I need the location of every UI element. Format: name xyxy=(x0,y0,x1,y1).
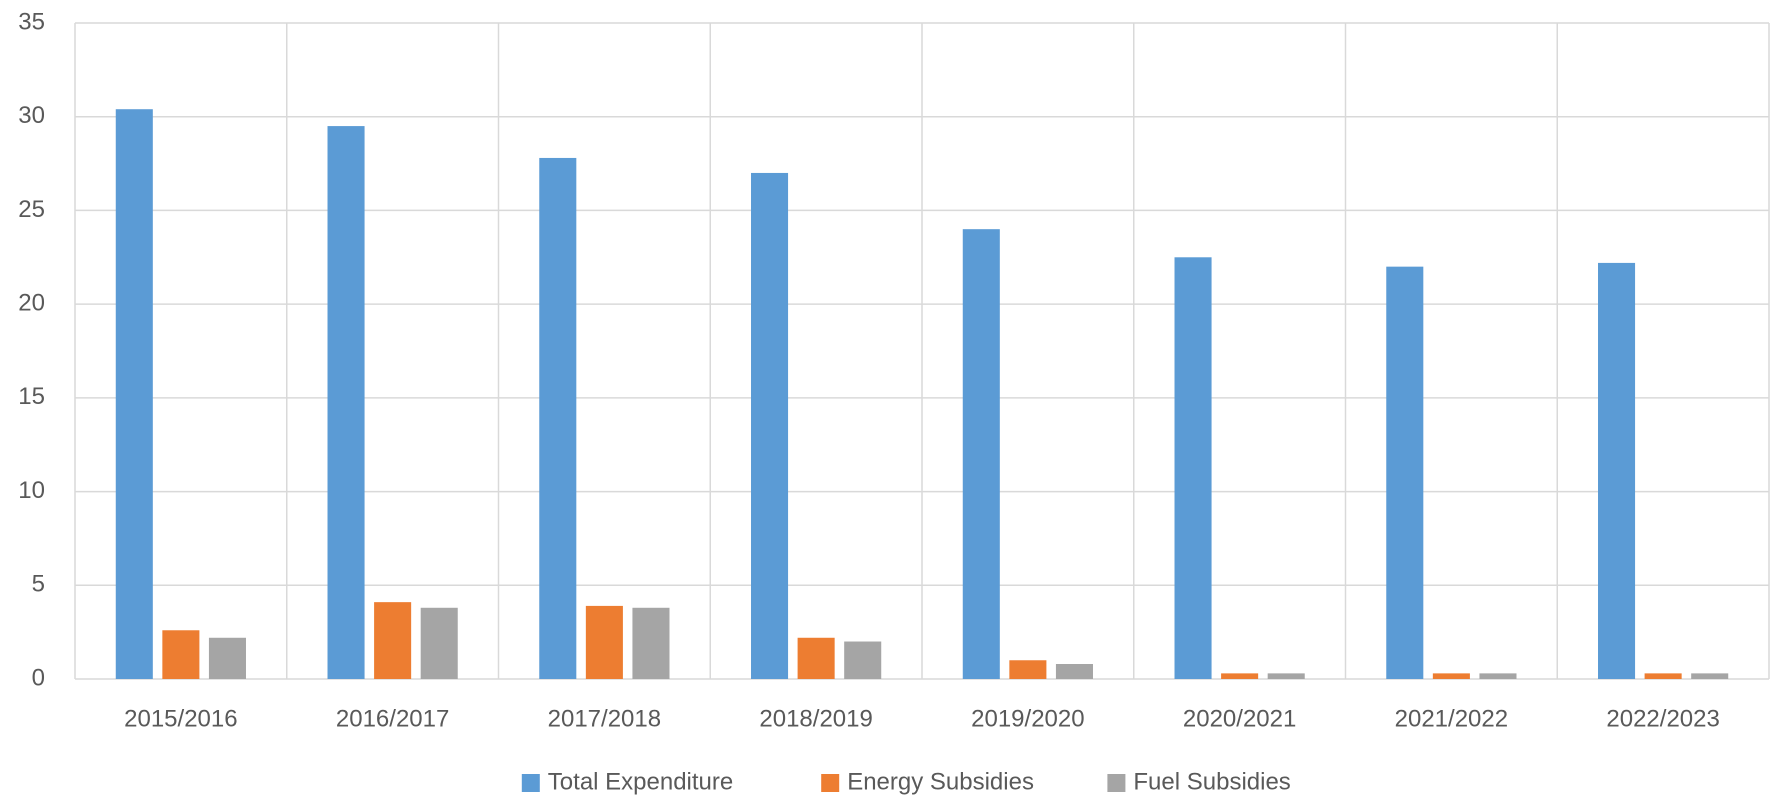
bar xyxy=(1479,673,1517,679)
legend-label: Total Expenditure xyxy=(548,768,733,795)
bar xyxy=(1691,673,1729,679)
bar xyxy=(539,157,577,679)
legend-swatch xyxy=(521,774,540,792)
x-tick-label: 2016/2017 xyxy=(336,705,449,732)
y-tick-label: 10 xyxy=(18,477,45,504)
bar xyxy=(632,607,670,679)
y-tick-label: 20 xyxy=(18,289,45,316)
bar xyxy=(208,637,246,679)
bar xyxy=(327,126,365,680)
bar xyxy=(1598,262,1636,679)
bar xyxy=(844,641,882,679)
bar xyxy=(374,602,412,679)
x-tick-label: 2017/2018 xyxy=(548,705,661,732)
legend-swatch xyxy=(1107,774,1126,792)
bar xyxy=(797,637,835,679)
y-tick-label: 35 xyxy=(18,8,45,35)
bar xyxy=(1174,257,1212,679)
bar xyxy=(751,172,789,679)
y-tick-label: 25 xyxy=(18,196,45,223)
bar xyxy=(420,607,458,679)
x-tick-label: 2018/2019 xyxy=(759,705,872,732)
legend-label: Fuel Subsidies xyxy=(1133,768,1290,795)
x-tick-label: 2022/2023 xyxy=(1606,705,1719,732)
bar xyxy=(115,109,153,679)
bar xyxy=(1221,673,1259,679)
bar xyxy=(1432,673,1470,679)
bar xyxy=(1009,660,1047,679)
y-tick-label: 30 xyxy=(18,102,45,129)
x-tick-label: 2019/2020 xyxy=(971,705,1084,732)
bar xyxy=(162,630,200,679)
y-tick-label: 15 xyxy=(18,383,45,410)
bar xyxy=(1267,673,1305,679)
y-tick-label: 5 xyxy=(32,571,45,598)
bar xyxy=(585,605,623,679)
x-tick-label: 2015/2016 xyxy=(124,705,237,732)
legend-swatch xyxy=(821,774,840,792)
x-tick-label: 2021/2022 xyxy=(1395,705,1508,732)
bar xyxy=(1055,664,1093,679)
x-tick-label: 2020/2021 xyxy=(1183,705,1296,732)
y-tick-label: 0 xyxy=(32,664,45,691)
bar xyxy=(962,229,1000,679)
legend-label: Energy Subsidies xyxy=(847,768,1034,795)
bar xyxy=(1644,673,1682,679)
bar xyxy=(1386,266,1424,679)
